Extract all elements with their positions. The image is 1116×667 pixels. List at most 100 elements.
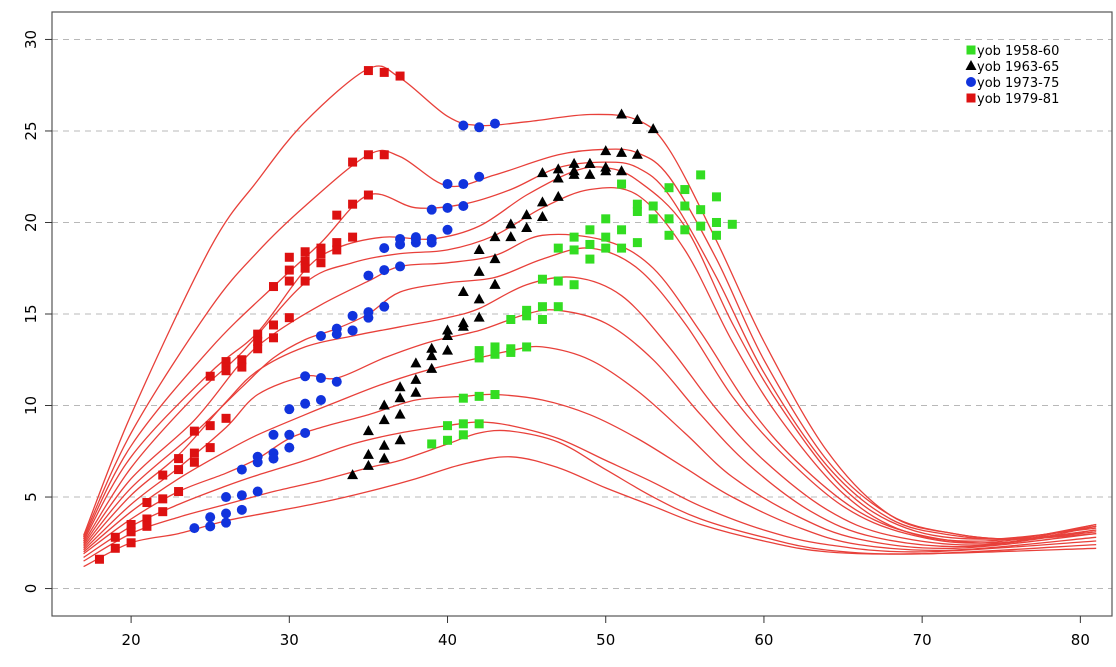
data-point-triangle (521, 209, 533, 220)
data-point-triangle (394, 392, 406, 403)
data-point-square (300, 276, 310, 286)
data-point-circle (489, 118, 500, 129)
data-point-triangle (457, 286, 469, 297)
data-point-square (537, 314, 547, 324)
data-point-triangle (616, 165, 628, 176)
data-point-circle (347, 325, 358, 336)
data-point-square (632, 199, 642, 209)
data-point-square (569, 280, 579, 290)
data-point-circle (458, 201, 469, 212)
data-point-circle (379, 265, 390, 276)
data-point-square (205, 443, 215, 453)
data-point-square (363, 150, 373, 160)
data-point-circle (442, 224, 453, 235)
data-point-square (553, 302, 563, 312)
data-point-square (537, 302, 547, 312)
data-point-square (142, 521, 152, 531)
data-point-circle (442, 179, 453, 190)
data-point-square (617, 225, 627, 235)
data-point-triangle (584, 168, 596, 179)
y-tick-label: 30 (22, 30, 40, 49)
data-point-square (316, 243, 326, 253)
data-point-triangle (426, 342, 438, 353)
data-point-square (363, 190, 373, 200)
data-point-triangle (473, 293, 485, 304)
x-tick-label: 60 (754, 631, 773, 649)
data-point-triangle (473, 311, 485, 322)
data-point-square (443, 435, 453, 445)
data-point-circle (347, 310, 358, 321)
data-point-square (617, 179, 627, 189)
data-point-circle (426, 237, 437, 248)
data-point-square (522, 342, 532, 352)
data-point-triangle (410, 373, 422, 384)
data-point-circle (426, 204, 437, 215)
data-point-circle (284, 429, 295, 440)
data-point-square (966, 45, 976, 55)
data-point-triangle (362, 459, 374, 470)
data-point-triangle (394, 434, 406, 445)
data-point-square (158, 507, 168, 517)
data-point-circle (331, 329, 342, 340)
data-point-triangle (600, 145, 612, 156)
data-point-square (174, 465, 184, 475)
data-point-triangle (489, 253, 501, 264)
data-point-square (474, 346, 484, 356)
data-point-square (522, 305, 532, 315)
data-point-square (506, 314, 516, 324)
data-point-square (664, 230, 674, 240)
data-point-square (221, 413, 231, 423)
data-point-square (126, 527, 136, 537)
data-point-triangle (616, 146, 628, 157)
data-point-circle (379, 301, 390, 312)
data-point-square (158, 494, 168, 504)
data-point-circle (284, 442, 295, 453)
data-point-square (553, 276, 563, 286)
data-point-circle (252, 486, 263, 497)
data-point-square (363, 66, 373, 76)
data-point-square (680, 225, 690, 235)
data-point-square (94, 554, 104, 564)
data-point-circle (300, 427, 311, 438)
data-point-square (174, 487, 184, 497)
data-point-square (142, 498, 152, 508)
data-point-circle (315, 373, 326, 384)
series-line (83, 148, 1097, 540)
data-point-square (553, 243, 563, 253)
data-point-square (696, 170, 706, 180)
data-point-square (332, 245, 342, 255)
data-point-circle (236, 464, 247, 475)
y-tick-label: 20 (22, 213, 40, 232)
data-point-square (237, 355, 247, 365)
data-point-triangle (521, 221, 533, 232)
data-point-square (189, 457, 199, 467)
data-point-square (506, 347, 516, 357)
data-point-circle (221, 492, 232, 503)
data-point-square (490, 390, 500, 400)
data-point-square (284, 276, 294, 286)
data-point-triangle (410, 386, 422, 397)
data-point-square (379, 150, 389, 160)
data-point-square (458, 430, 468, 440)
data-point-triangle (410, 357, 422, 368)
data-point-triangle (505, 218, 517, 229)
y-tick-label: 15 (22, 304, 40, 323)
data-point-square (711, 230, 721, 240)
data-point-circle (252, 457, 263, 468)
data-point-square (711, 217, 721, 227)
data-point-square (284, 313, 294, 323)
data-point-triangle (965, 60, 977, 70)
data-point-square (966, 93, 976, 103)
data-point-circle (315, 330, 326, 341)
data-point-square (569, 232, 579, 242)
data-point-circle (379, 243, 390, 254)
data-point-triangle (378, 452, 390, 463)
data-point-triangle (394, 408, 406, 419)
series-line (83, 345, 1097, 553)
data-point-circle (395, 261, 406, 272)
series-line (83, 276, 1097, 549)
data-point-circle (221, 508, 232, 519)
data-point-square (189, 426, 199, 436)
data-point-square (601, 243, 611, 253)
